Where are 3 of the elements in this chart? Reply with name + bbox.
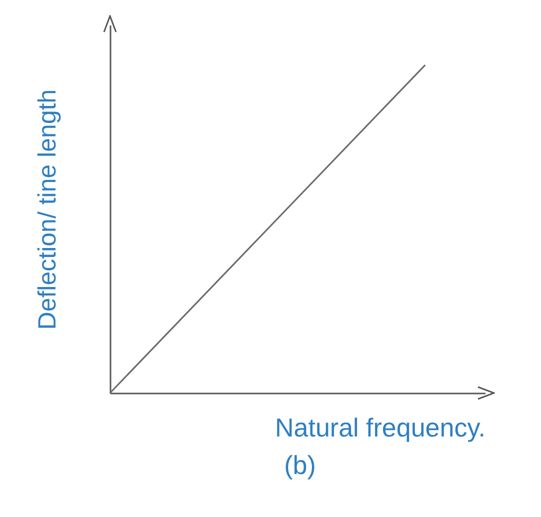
text: (b) [283, 450, 317, 481]
x-axis-title: Natural frequency. [274, 412, 486, 442]
y-axis-title: Deflection/ tine length [34, 89, 62, 330]
